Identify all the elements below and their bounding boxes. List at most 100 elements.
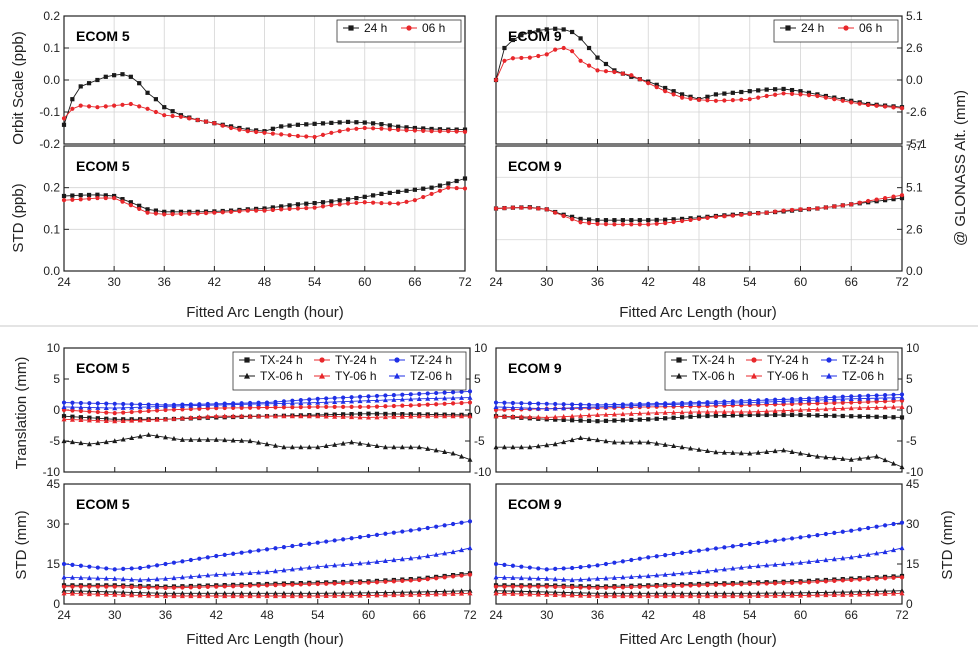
series-2 <box>493 545 905 583</box>
data-point <box>663 85 668 91</box>
data-point <box>70 584 75 589</box>
data-point <box>840 555 846 561</box>
data-point <box>713 214 719 219</box>
data-point <box>857 101 862 106</box>
data-point <box>755 399 761 405</box>
data-point <box>306 400 312 405</box>
data-point <box>832 578 837 583</box>
data-point <box>78 197 83 202</box>
data-point <box>103 418 109 423</box>
data-point <box>179 437 185 442</box>
data-point <box>146 432 152 437</box>
data-point <box>561 405 567 411</box>
std-mm-left-axis-label: STD (mm) <box>13 510 30 579</box>
data-point <box>366 398 371 403</box>
data-point <box>121 584 126 589</box>
data-point <box>806 401 812 406</box>
data-point <box>262 130 267 135</box>
data-point <box>882 588 888 594</box>
data-point <box>61 416 67 422</box>
data-point <box>527 565 532 570</box>
data-point <box>882 414 888 420</box>
panel-5: -10 -5 0 5 10 -10 -5 0 5 10 ECOM 5 TX-24 h TY-24 h TZ… <box>43 341 492 479</box>
data-point <box>103 193 108 198</box>
data-point <box>603 561 609 567</box>
data-point <box>679 409 685 415</box>
data-point <box>730 450 736 455</box>
std-mm-right-axis-label: STD (mm) <box>939 510 956 579</box>
data-point <box>553 584 558 589</box>
data-point <box>429 191 434 197</box>
data-point <box>620 418 625 423</box>
series-1 <box>493 412 905 424</box>
data-point <box>162 209 167 214</box>
data-point <box>646 218 651 223</box>
data-point <box>535 405 541 411</box>
data-point <box>197 556 202 561</box>
data-point <box>848 591 854 597</box>
data-point <box>417 577 422 583</box>
data-point <box>848 396 854 401</box>
data-point <box>721 409 727 414</box>
data-point <box>536 566 541 571</box>
data-point <box>197 406 202 411</box>
data-point <box>747 593 753 599</box>
data-point <box>781 407 787 413</box>
data-point <box>756 95 761 100</box>
data-point <box>345 197 351 202</box>
data-point <box>366 592 371 598</box>
data-point <box>371 126 376 131</box>
data-point <box>121 566 126 571</box>
data-point <box>433 413 439 419</box>
data-point <box>112 405 118 411</box>
data-point <box>254 129 259 135</box>
data-point <box>264 590 270 596</box>
data-point <box>421 126 426 131</box>
data-point <box>738 564 744 570</box>
data-point <box>569 437 575 443</box>
data-point <box>502 562 507 567</box>
data-point <box>865 588 871 594</box>
data-point <box>781 581 786 586</box>
legend-swatch-marker <box>676 357 682 363</box>
data-point <box>196 573 202 579</box>
data-point <box>382 589 388 595</box>
data-point <box>840 396 846 402</box>
data-point <box>519 564 524 569</box>
top-right-x-axis-label: Fitted Arc Length (hour) <box>619 304 777 321</box>
legend-label: TX-24 h <box>692 353 735 367</box>
legend-swatch-marker <box>244 372 250 379</box>
data-point <box>798 590 803 595</box>
panel-4: 24 30 36 42 48 54 60 66 720.0 2.6 5.1 7.7 ECOM 9 <box>489 139 923 289</box>
data-point <box>442 449 448 454</box>
data-point <box>396 201 401 206</box>
data-point <box>747 89 752 94</box>
data-point <box>866 399 871 405</box>
data-point <box>747 541 752 547</box>
data-point <box>203 210 209 216</box>
data-point <box>510 563 516 568</box>
data-point <box>671 89 676 94</box>
data-point <box>95 584 100 589</box>
data-point <box>112 584 117 589</box>
data-point <box>612 69 617 75</box>
data-point <box>806 534 812 539</box>
data-point <box>213 413 219 419</box>
data-point <box>154 576 160 582</box>
data-point <box>561 417 566 423</box>
data-point <box>129 409 134 415</box>
data-point <box>179 590 185 596</box>
data-point <box>688 593 694 599</box>
data-point <box>866 102 871 108</box>
data-point <box>197 585 202 590</box>
data-point <box>730 213 735 218</box>
data-point <box>442 395 448 401</box>
data-point <box>637 417 642 422</box>
data-point <box>171 585 177 590</box>
data-point <box>290 582 295 587</box>
data-point <box>462 176 468 181</box>
data-point <box>865 454 871 460</box>
data-point <box>138 565 143 571</box>
data-point <box>806 452 812 458</box>
data-point <box>899 106 905 111</box>
